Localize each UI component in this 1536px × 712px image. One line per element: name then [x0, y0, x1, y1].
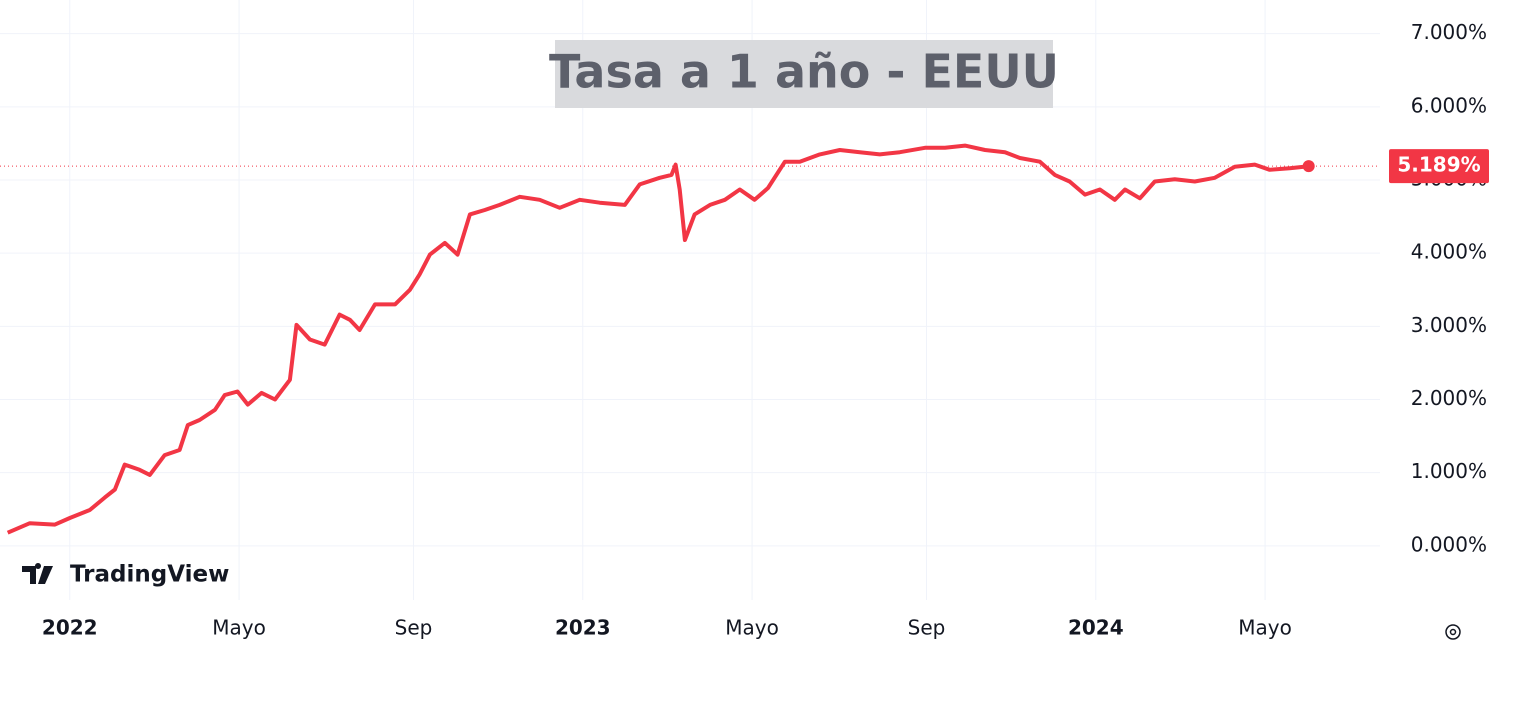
- price-label-box: [1389, 149, 1489, 184]
- chart-title: Tasa a 1 año - EEUU: [549, 45, 1059, 99]
- settings-ring[interactable]: [1445, 624, 1461, 640]
- last-value-dot: [1302, 160, 1315, 173]
- x-tick-label: Sep: [395, 616, 433, 640]
- x-tick-label: Mayo: [212, 616, 266, 640]
- x-tick-label: 2023: [555, 616, 611, 640]
- tradingview-logo: TradingView: [22, 562, 229, 588]
- watermark: TradingView: [70, 562, 229, 588]
- logo-icon: [22, 563, 53, 584]
- y-tick-label: 3.000%: [1411, 313, 1487, 337]
- y-tick-label: 1.000%: [1411, 459, 1487, 483]
- x-tick-label: Mayo: [1238, 616, 1292, 640]
- settings-icon[interactable]: [1445, 624, 1461, 640]
- x-tick-label: Mayo: [725, 616, 779, 640]
- y-tick-label: 0.000%: [1411, 532, 1487, 556]
- y-tick-label: 6.000%: [1411, 93, 1487, 117]
- x-tick-label: 2022: [42, 616, 98, 640]
- y-tick-label: 7.000%: [1411, 20, 1487, 44]
- price-label: 5.189%: [1397, 153, 1480, 177]
- x-tick-label: 2024: [1068, 616, 1124, 640]
- title-box: [555, 40, 1053, 108]
- y-tick-label: 2.000%: [1411, 386, 1487, 410]
- settings-center[interactable]: [1449, 628, 1457, 636]
- y-tick-label: 4.000%: [1411, 240, 1487, 264]
- x-tick-label: Sep: [908, 616, 946, 640]
- series-line: [6, 143, 1309, 535]
